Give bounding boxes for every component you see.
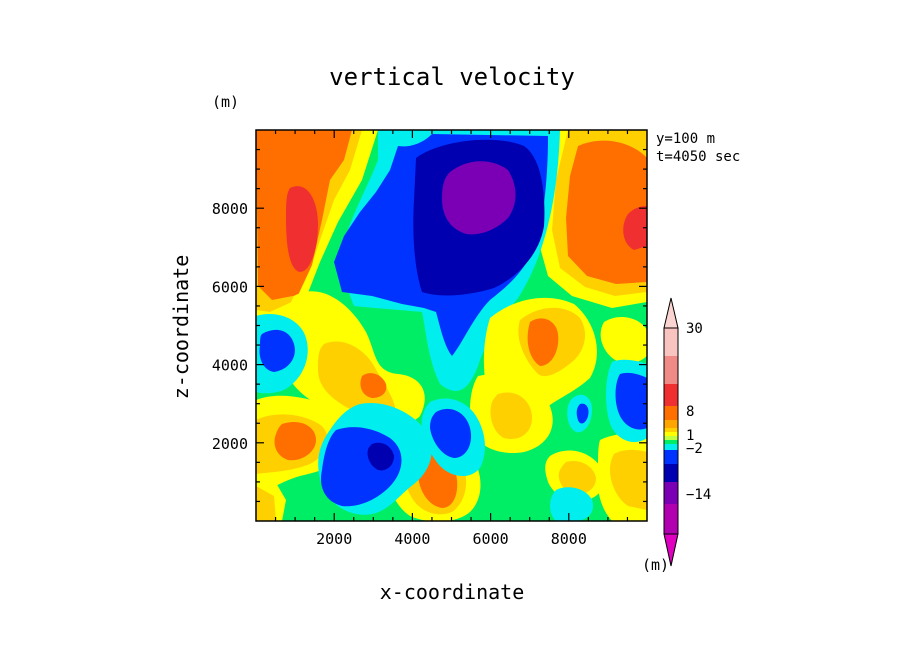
contour-region-dark_orange [566, 140, 647, 284]
contour-region-purple [442, 161, 516, 235]
colorbar-frame [663, 327, 679, 535]
colorbar-band [664, 436, 678, 440]
colorbar-band [664, 450, 678, 464]
contour-region-navy [367, 442, 394, 471]
colorbar-band [664, 328, 678, 356]
colorbar-labels: 30 8 1−2 −14 [686, 321, 711, 503]
y-unit-label: (m) [212, 93, 239, 111]
colorbar-band [664, 428, 678, 432]
contour-region-gold [318, 341, 396, 419]
contour-region-blue [430, 408, 472, 458]
colorbar [663, 297, 679, 567]
contour-region-gold [610, 449, 647, 510]
y-axis-label: z-coordinate [169, 255, 193, 400]
chart-title: vertical velocity [329, 63, 575, 91]
y-tick-label: 8000 [212, 200, 248, 218]
contour-region-yellow [600, 316, 647, 364]
colorbar-band [664, 356, 678, 384]
contour-region-blue [576, 403, 589, 424]
colorbar-band [664, 420, 678, 428]
x-tick-label: 4000 [394, 530, 430, 548]
colorbar-band [664, 504, 678, 534]
contour-region-gold [256, 486, 276, 521]
axis-ticks [256, 130, 647, 521]
contour-region-red [286, 186, 318, 272]
colorbar-unit-label: (m) [642, 556, 669, 574]
colorbar-band [664, 384, 678, 406]
annotation-y-location: y=100 m [656, 131, 715, 147]
y-tick-label: 6000 [212, 278, 248, 296]
colorbar-tick-label: 1 [686, 428, 694, 444]
colorbar-band [664, 406, 678, 420]
y-tick-label: 4000 [212, 357, 248, 375]
colorbar-top-arrow [663, 297, 679, 329]
contour-region-gold [490, 392, 532, 440]
contour-region-blue [259, 329, 295, 372]
colorbar-band [664, 440, 678, 444]
colorbar-band [664, 432, 678, 436]
x-axis-label: x-coordinate [380, 580, 525, 604]
colorbar-tick-label: −2 [686, 441, 703, 457]
colorbar-tick-label: 8 [686, 404, 694, 420]
x-tick-label: 6000 [473, 530, 509, 548]
annotation-time: t=4050 sec [656, 149, 740, 165]
y-tick-labels: 2000 4000 6000 8000 [212, 200, 248, 453]
contour-region-cyan [550, 487, 594, 521]
contour-region-red [623, 206, 647, 250]
colorbar-tick-label: 30 [686, 321, 703, 337]
contour-field [256, 130, 647, 521]
contour-region-blue [615, 372, 647, 430]
x-tick-label: 2000 [316, 530, 352, 548]
x-tick-label: 8000 [551, 530, 587, 548]
x-tick-labels: 2000 4000 6000 8000 [316, 530, 587, 548]
colorbar-tick-label: −14 [686, 487, 711, 503]
contour-region-dark_orange [360, 373, 387, 398]
colorbar-band [664, 482, 678, 504]
contour-region-dark_orange [274, 421, 316, 461]
y-tick-label: 2000 [212, 435, 248, 453]
colorbar-band [664, 464, 678, 482]
colorbar-band [664, 444, 678, 450]
contour-region-gold [558, 460, 596, 495]
contour-region-dark_orange [527, 318, 559, 366]
